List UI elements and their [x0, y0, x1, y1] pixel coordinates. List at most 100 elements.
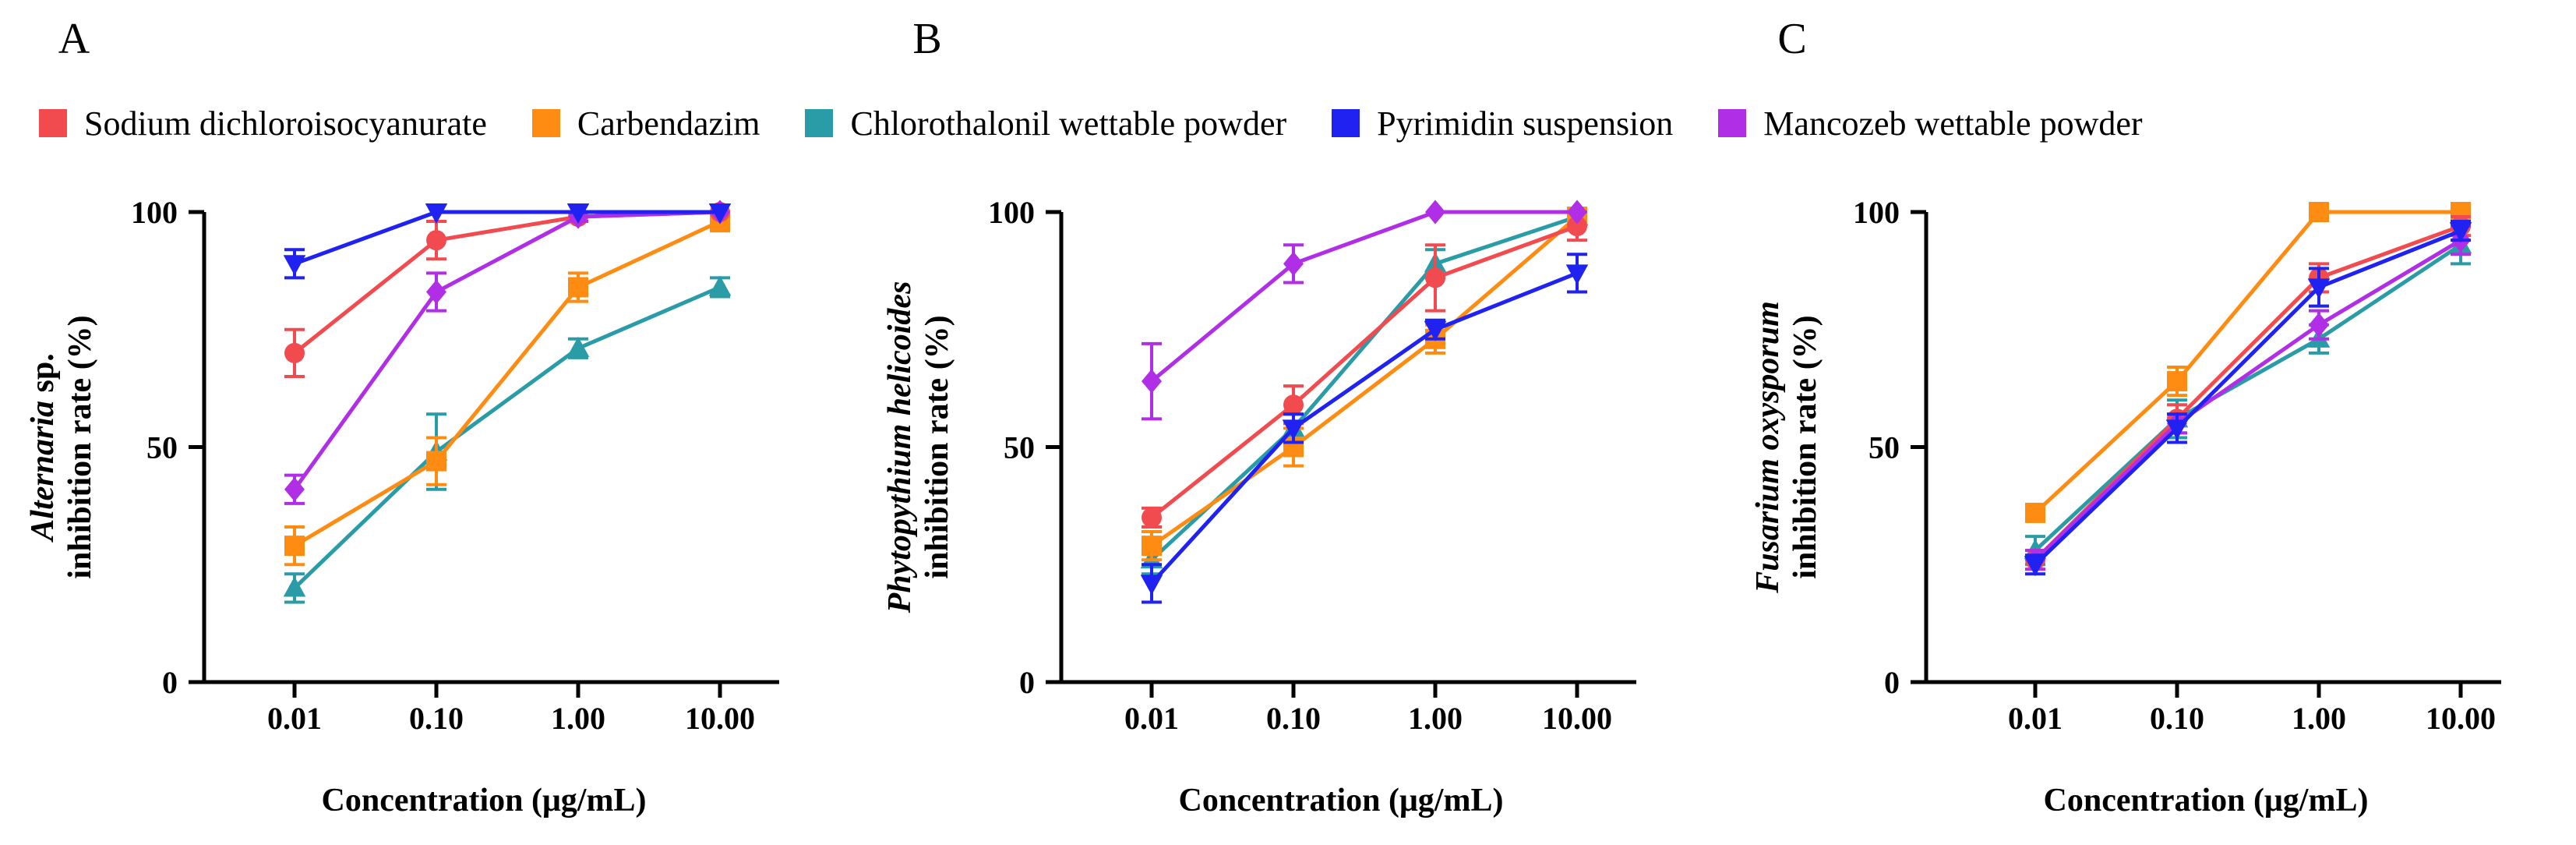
- series-1: [2025, 202, 2471, 523]
- series-2: [2024, 225, 2472, 567]
- x-tick-label: 0.10: [1266, 701, 1321, 736]
- data-point-circle: [426, 230, 446, 251]
- data-point-triangle-up: [283, 576, 306, 597]
- series-3: [1140, 253, 1589, 604]
- data-point-circle: [1567, 216, 1587, 237]
- y-tick-label: 100: [988, 195, 1035, 230]
- series-3: [283, 203, 732, 280]
- x-tick-label: 0.10: [2150, 701, 2204, 736]
- legend-label: Sodium dichloroisocyanurate: [84, 104, 487, 143]
- data-point-triangle-down: [2165, 419, 2189, 440]
- x-tick-label: 1.00: [2292, 701, 2346, 736]
- chart-panel-B: B 0 50 100 0.01 0.10 1.00 10.00 Concentration (μ…: [882, 15, 1636, 818]
- series-line: [2034, 228, 2461, 567]
- x-tick-label: 10.00: [685, 701, 755, 736]
- x-tick-label: 1.00: [551, 701, 605, 736]
- series-4: [2025, 225, 2471, 572]
- series-3: [2024, 220, 2472, 577]
- y-axis-title-line2: inhibition rate (%): [1787, 315, 1823, 578]
- legend-swatch: [531, 109, 560, 137]
- x-tick-label: 1.00: [1408, 701, 1463, 736]
- data-point-circle: [1142, 507, 1162, 528]
- series-line: [293, 210, 721, 355]
- series-1: [1142, 207, 1587, 562]
- data-point-diamond: [1567, 200, 1587, 225]
- y-axis-title-line1: Phytopythium helicoides: [882, 281, 918, 614]
- data-point-triangle-down: [1282, 419, 1305, 440]
- chart-panel-A: A 0 50 100 0.01 0.10 1.00 10.00 Concentration (μ…: [25, 15, 779, 818]
- data-point-triangle-down: [566, 203, 590, 224]
- data-point-diamond: [284, 477, 305, 502]
- x-tick-label: 0.01: [2008, 701, 2063, 736]
- y-axis-title-species: Fusarium oxysporum: [1750, 301, 1786, 594]
- panel-letter: C: [1777, 15, 1806, 63]
- legend-swatch: [1718, 109, 1747, 137]
- x-tick-label: 10.00: [1542, 701, 1612, 736]
- x-tick-label: 0.01: [267, 701, 322, 736]
- y-tick-label: 50: [1868, 430, 1900, 465]
- series-line: [2034, 210, 2461, 514]
- data-point-diamond: [1283, 251, 1304, 276]
- y-axis-title-line1: Alternaria sp.: [25, 353, 61, 543]
- data-point-diamond: [1425, 200, 1445, 225]
- legend-item: Mancozeb wettable powder: [1718, 104, 2143, 143]
- legend-swatch: [39, 109, 67, 137]
- data-point-triangle-up: [708, 275, 732, 296]
- legend-swatch: [805, 109, 834, 137]
- y-tick-label: 0: [162, 665, 178, 700]
- data-point-triangle-down: [708, 203, 732, 224]
- series-line: [1150, 224, 1578, 519]
- series-line: [1150, 214, 1578, 562]
- data-point-circle: [1425, 267, 1445, 288]
- data-point-triangle-up: [566, 336, 590, 357]
- legend-item: Carbendazim: [531, 104, 760, 143]
- data-point-square: [2025, 502, 2045, 523]
- legend-item: Chlorothalonil wettable powder: [805, 104, 1286, 143]
- x-axis-title: Concentration (μg/mL): [1179, 783, 1504, 818]
- legend-label: Chlorothalonil wettable powder: [850, 104, 1287, 143]
- data-point-square: [568, 277, 588, 298]
- series-0: [284, 202, 730, 379]
- y-tick-label: 100: [131, 195, 178, 230]
- x-tick-label: 0.10: [409, 701, 464, 736]
- series-0: [1142, 210, 1587, 529]
- y-axis-title-line2: inhibition rate (%): [62, 315, 98, 578]
- panel-letter: B: [912, 15, 941, 63]
- data-point-square: [426, 451, 446, 472]
- data-point-triangle-down: [2307, 278, 2331, 299]
- data-point-circle: [284, 342, 305, 363]
- series-line: [2034, 239, 2462, 562]
- x-axis-title: Concentration (μg/mL): [2044, 783, 2369, 818]
- data-point-triangle-down: [1424, 320, 1447, 341]
- legend-label: Pyrimidin suspension: [1377, 104, 1674, 143]
- series-line: [292, 210, 721, 491]
- legend-label: Carbendazim: [577, 104, 760, 143]
- series-line: [294, 210, 720, 266]
- series-line: [293, 285, 721, 590]
- series-1: [284, 210, 730, 567]
- legend-label: Mancozeb wettable powder: [1763, 104, 2143, 143]
- legend-item: Pyrimidin suspension: [1332, 104, 1673, 143]
- series-0: [2025, 215, 2471, 571]
- data-point-triangle-down: [2024, 556, 2047, 577]
- x-axis-title: Concentration (μg/mL): [322, 783, 647, 818]
- series-4: [1142, 200, 1587, 421]
- y-tick-label: 50: [1004, 430, 1035, 465]
- data-point-triangle-down: [1140, 575, 1163, 596]
- y-tick-label: 0: [1884, 665, 1900, 700]
- y-tick-label: 100: [1853, 195, 1900, 230]
- data-point-circle: [1283, 394, 1304, 415]
- y-axis-title-species: Alternaria: [25, 401, 61, 543]
- series-line: [1150, 215, 1579, 548]
- data-point-triangle-down: [425, 203, 448, 224]
- data-point-diamond: [1142, 369, 1162, 394]
- legend-swatch: [1332, 109, 1360, 137]
- data-point-square: [284, 536, 305, 557]
- y-tick-label: 50: [146, 430, 178, 465]
- series-4: [284, 200, 730, 505]
- data-point-square: [2167, 371, 2187, 392]
- data-point-triangle-down: [283, 255, 306, 276]
- series-2: [1140, 205, 1589, 576]
- x-tick-label: 0.01: [1124, 701, 1179, 736]
